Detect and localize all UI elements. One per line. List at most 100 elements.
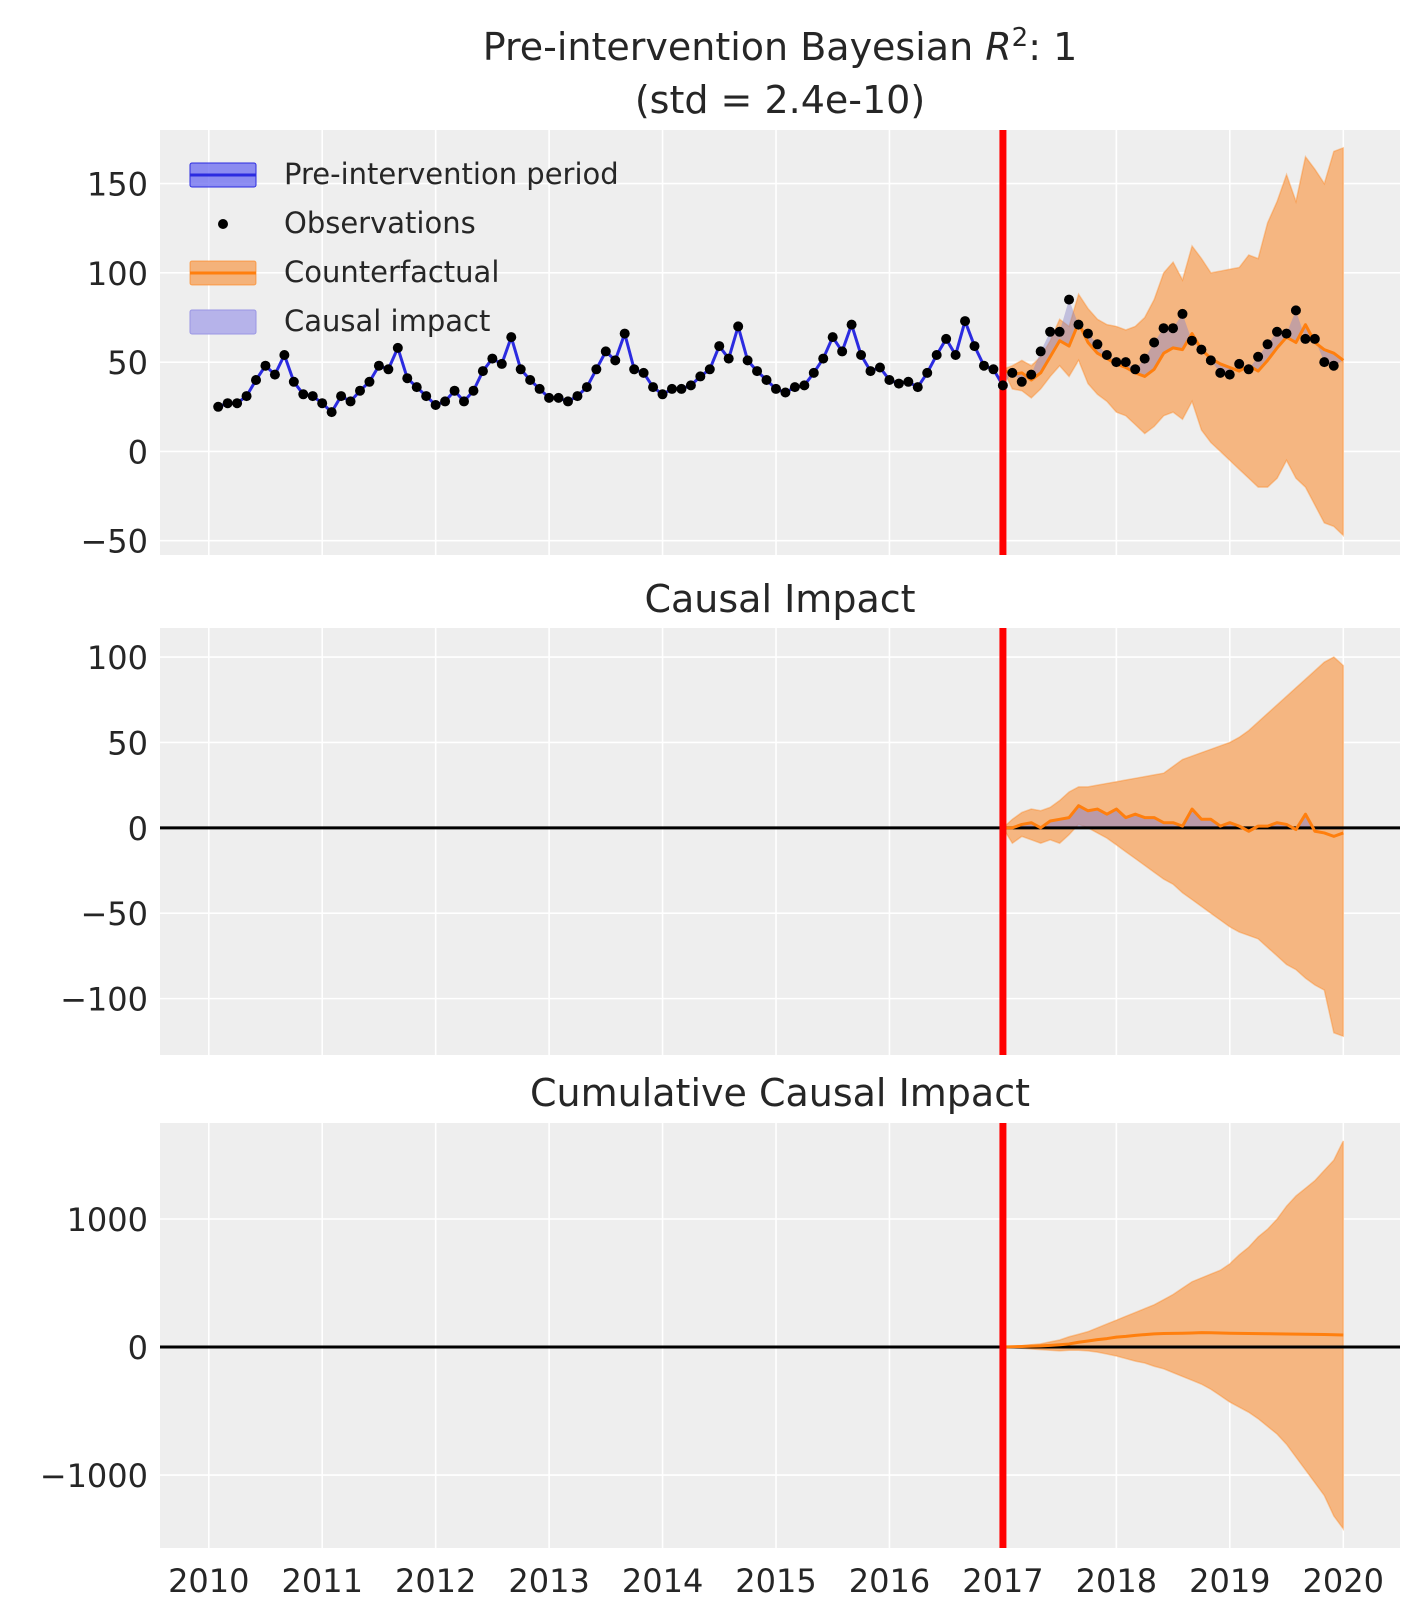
observation-point: [279, 350, 290, 360]
y-tick-labels: −50 0 50 100 150: [80, 166, 148, 561]
observation-point: [752, 366, 763, 377]
y-tick-label: −1000: [40, 1457, 148, 1495]
x-tick-label: 2011: [282, 1562, 363, 1600]
x-tick-label: 2012: [395, 1562, 476, 1600]
observation-point: [317, 398, 328, 409]
observation-point: [1253, 351, 1264, 362]
observation-point: [770, 383, 781, 394]
observation-point: [373, 360, 384, 371]
x-tick-label: 2013: [508, 1562, 589, 1600]
y-tick-label: 0: [128, 433, 148, 471]
observation-point: [657, 389, 668, 400]
x-tick-label: 2015: [735, 1562, 816, 1600]
legend-label-causal-impact: Causal impact: [284, 304, 490, 338]
cumulative-mean-line: [1002, 1331, 1344, 1349]
observation-point: [1215, 367, 1226, 378]
observation-point: [288, 376, 299, 387]
observation-point: [997, 380, 1008, 391]
causal-impact-area: [1002, 299, 1344, 386]
chart-title: Pre-intervention Bayesian R2: 1: [483, 23, 1078, 69]
observation-point: [213, 401, 224, 412]
observation-point: [1168, 323, 1179, 334]
observation-point: [1064, 294, 1075, 305]
observation-point: [1272, 326, 1283, 337]
x-tick-label: 2019: [1189, 1562, 1270, 1600]
impact-mean-line: [1002, 804, 1344, 838]
observation-point: [307, 391, 318, 402]
observation-point: [874, 362, 885, 373]
observation-point: [941, 333, 952, 344]
observation-point: [506, 332, 517, 343]
observation-point: [1026, 369, 1037, 380]
y-tick-labels: −1000 0 1000: [40, 1201, 148, 1495]
observation-point: [733, 321, 744, 332]
observation-point: [364, 376, 375, 387]
legend-label-counterfactual: Counterfactual: [284, 255, 499, 289]
plot-data: [213, 130, 1345, 555]
observation-point: [912, 382, 923, 393]
observation-point: [1139, 353, 1150, 364]
observation-point: [1007, 367, 1018, 378]
observation-point: [1290, 305, 1301, 316]
legend-label-observations: Observations: [284, 206, 476, 240]
observation-point: [818, 353, 829, 364]
observation-point: [1186, 335, 1197, 346]
observation-point: [808, 367, 819, 378]
x-tick-labels: 2010 2011 2012 2013 2014 2015 2016 2017 2018 2019…: [168, 1562, 1384, 1600]
observation-point: [1309, 333, 1320, 344]
observation-point: [827, 332, 838, 343]
plot-data: [160, 1123, 1400, 1548]
x-tick-label: 2017: [962, 1562, 1043, 1600]
observation-point: [1149, 337, 1160, 348]
observation-point: [496, 358, 507, 369]
observation-point: [619, 328, 630, 339]
observation-point: [1319, 357, 1330, 368]
observation-point: [544, 392, 555, 403]
observation-point: [553, 392, 564, 403]
observation-point: [1234, 358, 1245, 369]
panel-pre-intervention: −50 0 50 100 150 Pre-intervention Bayesian R…: [80, 23, 1400, 561]
observation-point: [1045, 326, 1056, 337]
observation-point: [638, 367, 649, 378]
observation-point: [960, 316, 971, 327]
observation-point: [723, 353, 734, 364]
legend-marker-observations: [218, 219, 228, 229]
observation-point: [222, 398, 233, 409]
y-tick-label: 50: [107, 344, 148, 382]
observation-point: [922, 367, 933, 378]
x-tick-label: 2014: [622, 1562, 703, 1600]
observation-point: [666, 383, 677, 394]
observation-point: [1054, 326, 1065, 337]
observation-point: [1111, 357, 1122, 368]
observation-point: [799, 380, 810, 391]
y-tick-label: −100: [60, 981, 148, 1019]
observation-point: [789, 382, 800, 393]
observation-point: [468, 385, 479, 396]
observation-point: [411, 382, 422, 393]
observation-point: [1224, 369, 1235, 380]
observation-point: [1158, 323, 1169, 334]
chart-title: Cumulative Causal Impact: [530, 1071, 1030, 1115]
observation-point: [1101, 350, 1112, 360]
observation-point: [893, 378, 904, 389]
observation-point: [610, 355, 621, 366]
observation-point: [931, 350, 942, 360]
observation-point: [477, 366, 488, 377]
observation-point: [421, 391, 432, 402]
observation-point: [780, 387, 791, 398]
plot-data: [160, 628, 1400, 1055]
y-tick-label: 100: [87, 639, 148, 677]
observation-point: [761, 375, 772, 385]
observation-point: [430, 400, 441, 410]
legend-swatch-causal-impact: [189, 309, 257, 335]
observation-point: [562, 396, 573, 407]
chart-subtitle: (std = 2.4e-10): [635, 78, 925, 122]
observation-point: [1130, 364, 1141, 375]
cumulative-band: [1002, 1140, 1345, 1532]
observation-point: [260, 360, 271, 371]
observation-point: [525, 375, 536, 385]
observation-point: [251, 375, 262, 385]
observation-point: [903, 376, 914, 387]
